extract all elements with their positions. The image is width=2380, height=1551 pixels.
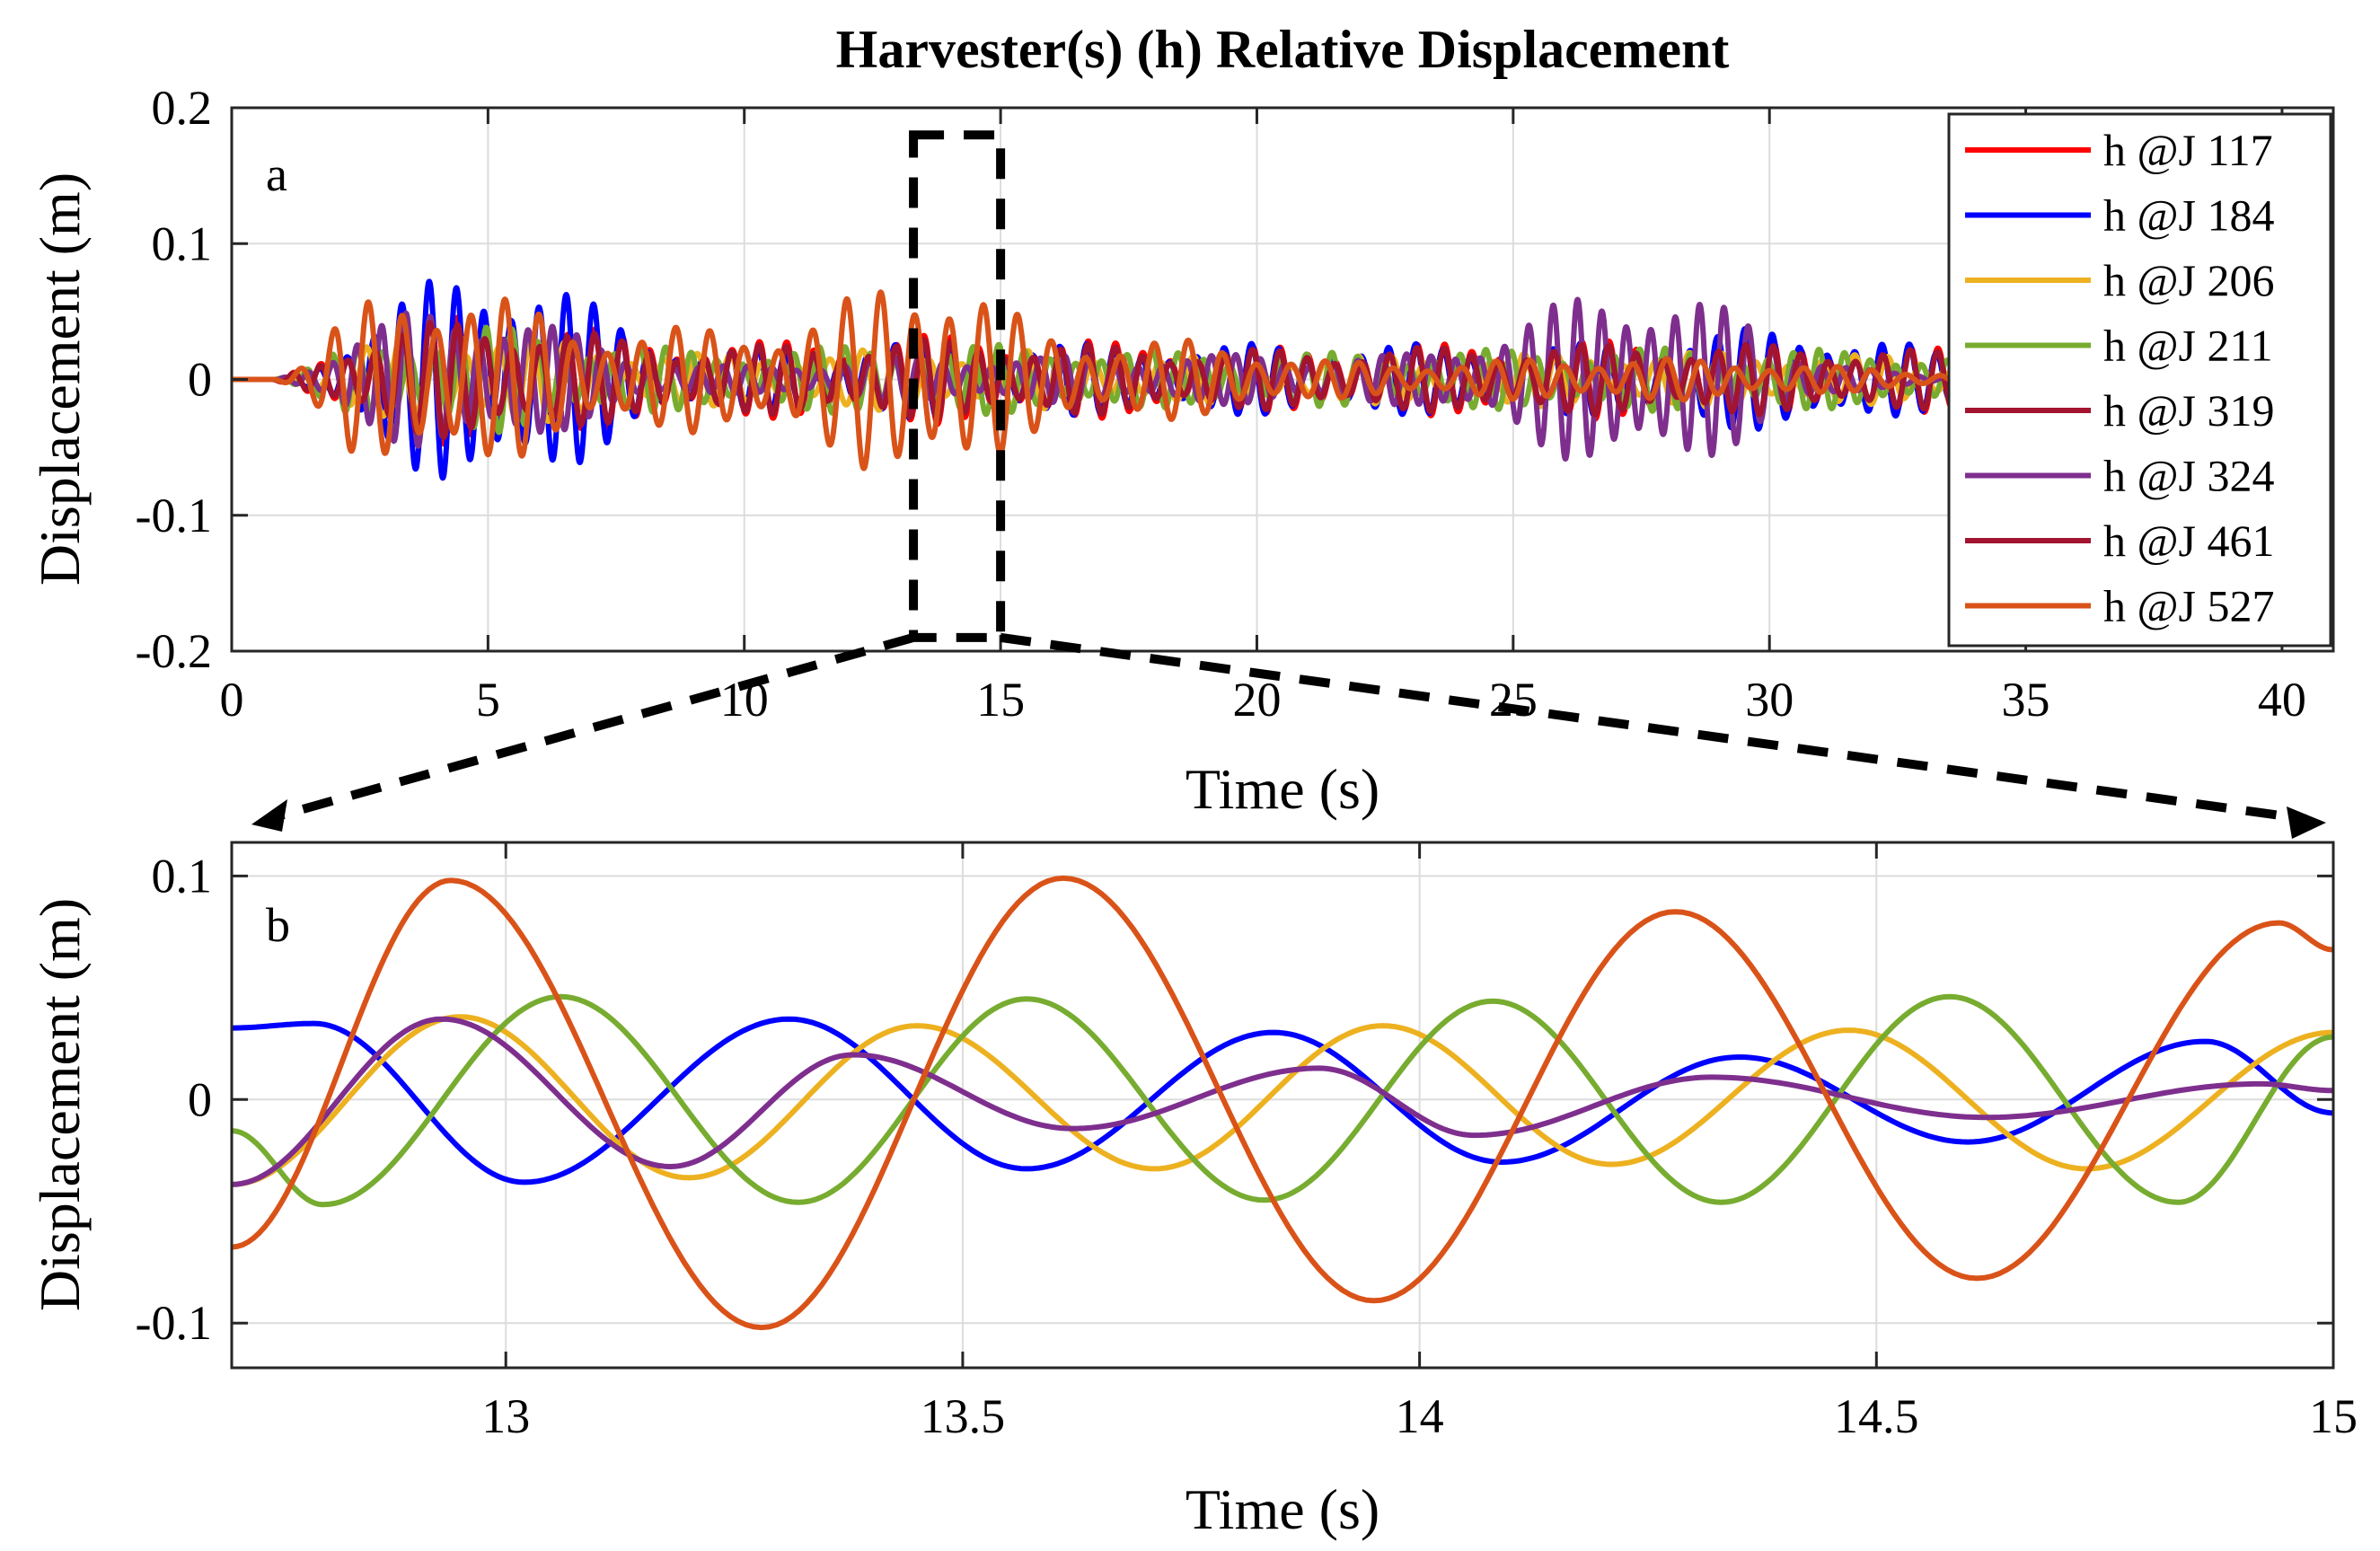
y-axis-label-b: Displacement (m) bbox=[28, 898, 92, 1311]
zoom-connector-left bbox=[266, 633, 915, 824]
x-tick-label: 15 bbox=[2309, 1389, 2358, 1443]
y-tick-label: -0.1 bbox=[136, 1296, 212, 1350]
y-axis-label-a: Displacement (m) bbox=[28, 172, 92, 586]
series-line-b-J324 bbox=[232, 1016, 2333, 1187]
legend-entry: h @J 211 bbox=[2103, 321, 2273, 371]
ticks-a: 0 5 10 15 20 25 30 35 40-0.2-0.100.10.2 bbox=[136, 81, 2333, 727]
chart-title: Harvester(s) (h) Relative Displacement bbox=[836, 20, 1730, 79]
y-tick-label: 0 bbox=[188, 353, 212, 407]
zoom-connector-right bbox=[1000, 632, 2307, 824]
series-line-b-J211 bbox=[232, 993, 2333, 1208]
zoom-box bbox=[909, 130, 1006, 642]
series-line-b-J184 bbox=[232, 1016, 2333, 1185]
y-tick-label: 0.1 bbox=[152, 216, 213, 270]
x-tick-label: 14 bbox=[1396, 1389, 1444, 1443]
grid-b bbox=[232, 842, 2334, 1368]
y-tick-label: 0 bbox=[188, 1072, 212, 1126]
series-line-b-J527 bbox=[232, 875, 2333, 1331]
y-tick-label: 0.2 bbox=[152, 81, 213, 135]
legend-entry: h @J 206 bbox=[2103, 255, 2275, 305]
legend-box bbox=[1947, 112, 2332, 648]
x-tick-label: 13 bbox=[481, 1389, 530, 1443]
ticks-b: 13 13.5 14 14.5 15 -0.1 0 0.1 bbox=[136, 842, 2358, 1443]
legend-entry: h @J 319 bbox=[2103, 385, 2275, 436]
panel-a: 0 5 10 15 20 25 30 35 40-0.2-0.100.10.2 a Time (… bbox=[28, 81, 2335, 821]
series-group-b bbox=[232, 875, 2333, 1331]
x-tick-label: 13.5 bbox=[921, 1389, 1006, 1443]
legend: h @J 117 h @J 184 h @J 206 h @J 211 h @J 319… bbox=[1947, 112, 2332, 648]
panel-label-a: a bbox=[266, 147, 287, 201]
x-tick-label: 25 bbox=[1489, 673, 1538, 727]
x-axis-label-b: Time (s) bbox=[1186, 1477, 1380, 1541]
x-axis-label-a: Time (s) bbox=[1186, 757, 1380, 821]
x-tick-label: 20 bbox=[1232, 673, 1281, 727]
x-tick-label: 40 bbox=[2258, 673, 2306, 727]
arrowhead-right bbox=[2287, 806, 2326, 839]
arrowhead-left bbox=[251, 799, 287, 832]
y-tick-label: 0.1 bbox=[152, 849, 213, 903]
x-tick-label: 14.5 bbox=[1834, 1389, 1919, 1443]
legend-entry: h @J 324 bbox=[2103, 451, 2275, 501]
legend-entry: h @J 184 bbox=[2103, 190, 2275, 241]
x-tick-label: 5 bbox=[476, 673, 500, 727]
x-tick-label: 30 bbox=[1745, 673, 1794, 727]
x-tick-label: 35 bbox=[2002, 673, 2050, 727]
axes-box-b bbox=[230, 841, 2335, 1370]
panel-b: 13 13.5 14 14.5 15 -0.1 0 0.1 b Time (s) Displa… bbox=[28, 841, 2358, 1541]
legend-entry: h @J 461 bbox=[2103, 516, 2275, 566]
legend-entry: h @J 527 bbox=[2103, 581, 2275, 631]
y-tick-label: -0.2 bbox=[136, 624, 212, 678]
legend-entry: h @J 117 bbox=[2103, 125, 2273, 175]
x-tick-label: 0 bbox=[220, 673, 244, 727]
series-line-b-J206 bbox=[232, 1014, 2333, 1187]
y-tick-label: -0.1 bbox=[136, 489, 212, 542]
x-tick-label: 15 bbox=[976, 673, 1025, 727]
panel-label-b: b bbox=[266, 898, 290, 952]
zoom-indicator bbox=[251, 130, 2326, 839]
